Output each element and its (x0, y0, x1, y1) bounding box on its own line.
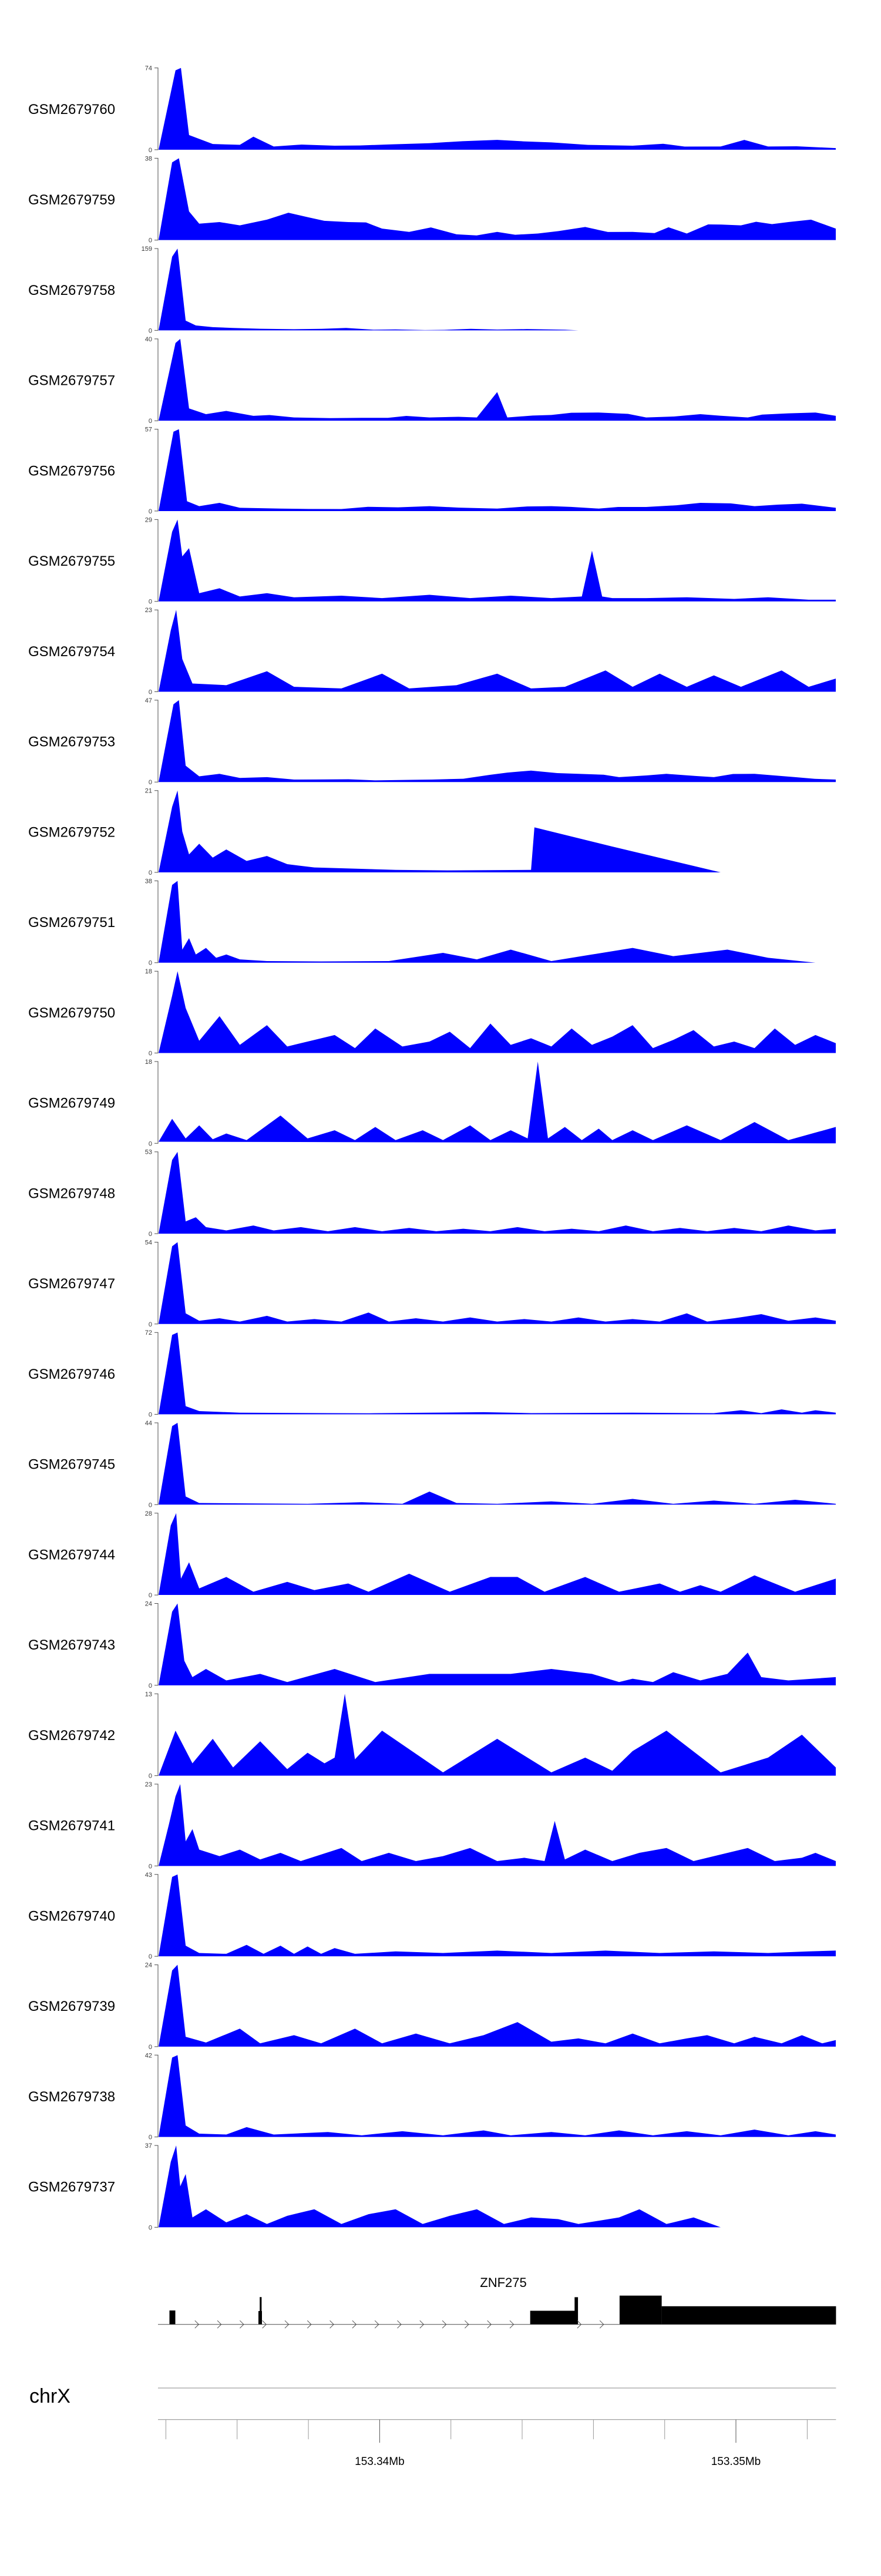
svg-text:GSM2679757: GSM2679757 (28, 373, 115, 389)
svg-text:GSM2679748: GSM2679748 (28, 1185, 115, 1201)
svg-text:0: 0 (149, 508, 152, 515)
svg-text:0: 0 (149, 779, 152, 786)
svg-text:153.34Mb: 153.34Mb (355, 2456, 405, 2468)
svg-text:GSM2679743: GSM2679743 (28, 1637, 115, 1653)
svg-text:28: 28 (145, 1510, 152, 1517)
svg-text:159: 159 (142, 246, 152, 253)
svg-text:GSM2679741: GSM2679741 (28, 1818, 115, 1834)
svg-text:38: 38 (145, 878, 152, 885)
svg-text:0: 0 (149, 1231, 152, 1238)
svg-text:0: 0 (149, 1050, 152, 1057)
svg-text:0: 0 (149, 1140, 152, 1147)
svg-text:GSM2679739: GSM2679739 (28, 1999, 115, 2014)
svg-text:72: 72 (145, 1329, 152, 1336)
svg-text:GSM2679740: GSM2679740 (28, 1908, 115, 1924)
svg-text:GSM2679760: GSM2679760 (28, 102, 115, 117)
svg-text:18: 18 (145, 968, 152, 975)
svg-text:42: 42 (145, 2052, 152, 2059)
svg-text:0: 0 (149, 2224, 152, 2231)
svg-text:47: 47 (145, 697, 152, 704)
svg-text:54: 54 (145, 1240, 152, 1247)
svg-text:53: 53 (145, 1149, 152, 1156)
svg-text:GSM2679745: GSM2679745 (28, 1457, 115, 1473)
svg-text:23: 23 (145, 607, 152, 614)
svg-text:GSM2679738: GSM2679738 (28, 2089, 115, 2105)
svg-text:GSM2679746: GSM2679746 (28, 1366, 115, 1382)
svg-text:0: 0 (149, 1773, 152, 1780)
svg-text:0: 0 (149, 147, 152, 154)
svg-text:74: 74 (145, 65, 152, 72)
svg-text:37: 37 (145, 2142, 152, 2150)
svg-text:0: 0 (149, 689, 152, 696)
svg-text:24: 24 (145, 1962, 152, 1969)
svg-text:GSM2679751: GSM2679751 (28, 915, 115, 931)
svg-text:43: 43 (145, 1872, 152, 1879)
svg-text:0: 0 (149, 2044, 152, 2051)
svg-text:23: 23 (145, 1781, 152, 1788)
svg-text:153.35Mb: 153.35Mb (711, 2456, 761, 2468)
svg-text:0: 0 (149, 1953, 152, 1960)
svg-text:GSM2679749: GSM2679749 (28, 1096, 115, 1111)
svg-text:0: 0 (149, 1592, 152, 1599)
svg-text:38: 38 (145, 155, 152, 162)
svg-text:44: 44 (145, 1420, 152, 1427)
svg-text:GSM2679752: GSM2679752 (28, 824, 115, 840)
svg-text:0: 0 (149, 869, 152, 876)
svg-text:GSM2679744: GSM2679744 (28, 1547, 115, 1563)
svg-text:GSM2679754: GSM2679754 (28, 644, 115, 660)
svg-text:0: 0 (149, 1682, 152, 1690)
svg-text:0: 0 (149, 960, 152, 967)
svg-text:0: 0 (149, 1321, 152, 1328)
svg-text:GSM2679759: GSM2679759 (28, 192, 115, 208)
svg-text:0: 0 (149, 327, 152, 334)
svg-text:GSM2679753: GSM2679753 (28, 734, 115, 750)
svg-text:0: 0 (149, 1863, 152, 1870)
svg-text:GSM2679747: GSM2679747 (28, 1276, 115, 1292)
svg-text:0: 0 (149, 418, 152, 425)
svg-text:ZNF275: ZNF275 (480, 2275, 526, 2290)
svg-text:21: 21 (145, 788, 152, 795)
svg-text:GSM2679755: GSM2679755 (28, 553, 115, 569)
svg-text:0: 0 (149, 2134, 152, 2141)
svg-text:GSM2679742: GSM2679742 (28, 1728, 115, 1744)
svg-text:chrX: chrX (29, 2385, 70, 2407)
svg-text:GSM2679737: GSM2679737 (28, 2179, 115, 2195)
svg-text:18: 18 (145, 1059, 152, 1066)
svg-text:13: 13 (145, 1691, 152, 1698)
svg-text:GSM2679750: GSM2679750 (28, 1005, 115, 1021)
svg-text:24: 24 (145, 1601, 152, 1608)
svg-text:29: 29 (145, 516, 152, 523)
svg-text:0: 0 (149, 237, 152, 244)
svg-text:40: 40 (145, 336, 152, 343)
svg-text:0: 0 (149, 1502, 152, 1509)
svg-text:0: 0 (149, 599, 152, 606)
svg-text:GSM2679756: GSM2679756 (28, 463, 115, 479)
svg-text:0: 0 (149, 1412, 152, 1419)
svg-text:GSM2679758: GSM2679758 (28, 283, 115, 298)
svg-text:57: 57 (145, 426, 152, 434)
